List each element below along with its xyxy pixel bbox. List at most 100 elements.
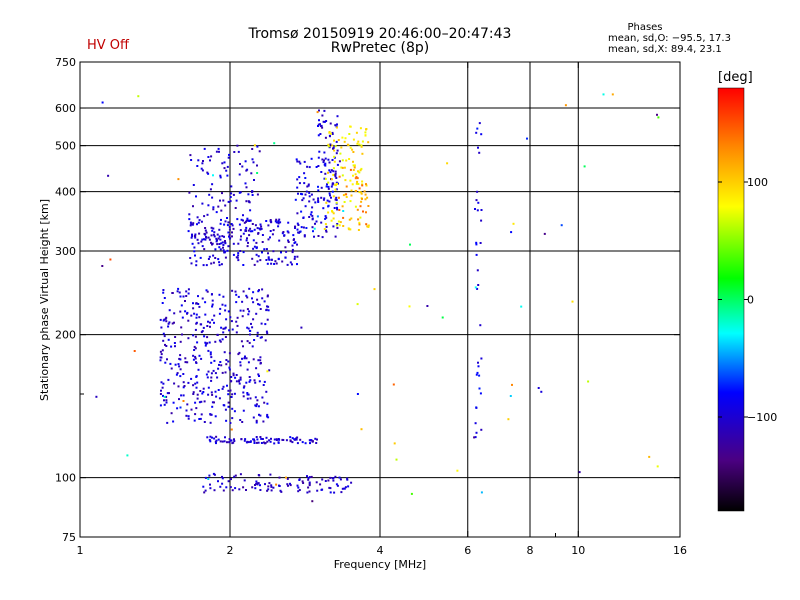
data-point bbox=[159, 393, 162, 395]
data-point bbox=[277, 441, 280, 444]
data-point bbox=[235, 199, 238, 202]
data-point bbox=[249, 379, 252, 382]
data-point bbox=[233, 151, 236, 153]
data-point bbox=[247, 219, 250, 222]
data-point bbox=[179, 354, 182, 357]
data-point bbox=[335, 140, 338, 143]
data-point bbox=[168, 309, 171, 312]
data-point bbox=[215, 395, 218, 398]
data-point bbox=[336, 163, 339, 166]
data-point bbox=[177, 385, 180, 388]
data-point bbox=[211, 196, 214, 199]
data-point bbox=[212, 208, 215, 211]
data-point bbox=[240, 438, 243, 441]
data-point bbox=[267, 256, 270, 259]
data-point bbox=[235, 374, 238, 376]
data-point bbox=[194, 401, 197, 404]
data-point bbox=[260, 437, 263, 440]
data-point bbox=[179, 340, 182, 343]
data-point bbox=[332, 479, 335, 482]
data-point bbox=[188, 213, 191, 216]
data-point bbox=[185, 409, 188, 412]
data-point bbox=[310, 157, 313, 160]
data-point bbox=[186, 311, 189, 314]
data-point bbox=[332, 217, 335, 220]
data-point bbox=[239, 378, 242, 381]
data-point bbox=[285, 439, 288, 442]
data-point bbox=[249, 227, 252, 230]
data-point bbox=[181, 316, 184, 319]
data-point bbox=[255, 247, 258, 250]
data-point bbox=[268, 482, 271, 485]
data-point bbox=[223, 351, 226, 354]
data-point bbox=[179, 295, 182, 298]
data-point bbox=[308, 200, 311, 203]
data-point bbox=[239, 376, 242, 379]
data-point bbox=[335, 224, 338, 227]
data-point bbox=[475, 131, 478, 134]
data-point bbox=[323, 197, 326, 200]
data-point bbox=[221, 475, 223, 478]
data-point bbox=[181, 333, 183, 336]
data-point bbox=[283, 234, 286, 237]
data-point bbox=[211, 242, 214, 245]
data-point bbox=[245, 381, 248, 384]
data-point bbox=[477, 284, 480, 286]
data-point bbox=[259, 259, 262, 262]
data-point bbox=[251, 158, 254, 161]
data-point bbox=[184, 310, 187, 313]
data-point bbox=[214, 257, 217, 259]
data-point bbox=[269, 440, 272, 443]
data-point bbox=[245, 357, 248, 360]
data-point bbox=[215, 240, 218, 243]
data-point bbox=[356, 142, 359, 145]
data-point bbox=[204, 229, 207, 232]
data-point bbox=[326, 199, 329, 202]
data-point bbox=[258, 413, 260, 416]
data-point bbox=[241, 300, 244, 303]
data-point bbox=[284, 256, 287, 259]
data-point bbox=[358, 191, 361, 194]
data-point bbox=[560, 224, 563, 227]
data-point bbox=[214, 440, 217, 443]
data-point bbox=[221, 440, 224, 443]
data-point bbox=[255, 421, 258, 424]
data-point bbox=[367, 226, 370, 228]
data-point bbox=[197, 221, 200, 224]
data-point bbox=[303, 235, 306, 238]
data-point bbox=[179, 310, 182, 313]
data-point bbox=[298, 489, 301, 491]
data-point bbox=[263, 300, 266, 303]
data-point bbox=[320, 221, 323, 224]
data-point bbox=[247, 241, 249, 244]
data-point bbox=[336, 223, 339, 225]
data-point bbox=[227, 360, 230, 363]
data-point bbox=[317, 201, 320, 203]
data-point bbox=[278, 476, 281, 479]
data-point bbox=[317, 235, 320, 237]
data-point bbox=[357, 140, 360, 143]
data-point bbox=[247, 327, 250, 330]
data-point bbox=[296, 186, 299, 189]
data-point bbox=[203, 248, 206, 251]
data-point bbox=[242, 386, 245, 389]
data-point bbox=[207, 349, 210, 352]
data-point bbox=[475, 253, 478, 256]
data-point bbox=[246, 397, 249, 400]
data-point bbox=[219, 485, 222, 488]
data-point bbox=[190, 314, 193, 317]
data-point bbox=[335, 177, 338, 179]
data-point bbox=[342, 194, 345, 197]
data-point bbox=[224, 240, 226, 242]
data-point bbox=[107, 174, 110, 177]
data-point bbox=[211, 305, 214, 308]
data-point bbox=[205, 264, 208, 267]
data-point bbox=[219, 176, 222, 179]
data-point bbox=[318, 119, 320, 122]
data-point bbox=[296, 442, 299, 445]
data-point bbox=[234, 376, 237, 379]
data-point bbox=[230, 223, 233, 225]
data-point bbox=[237, 254, 240, 257]
data-point bbox=[352, 164, 355, 167]
data-point bbox=[205, 373, 208, 376]
